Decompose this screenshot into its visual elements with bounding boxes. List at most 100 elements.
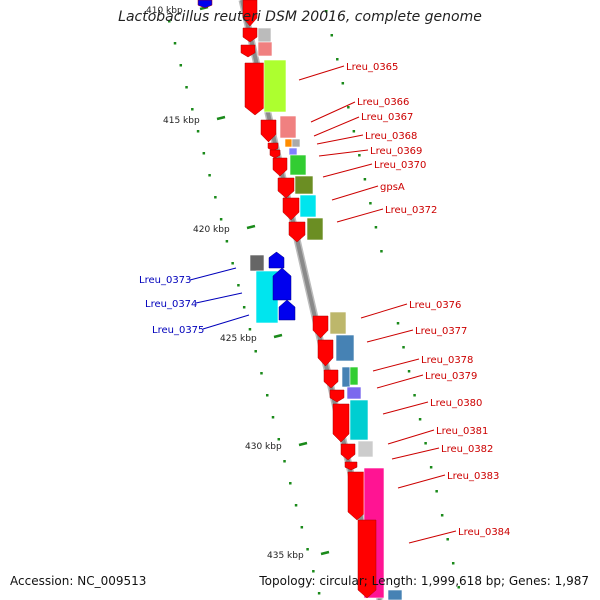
cog-box [299, 194, 317, 218]
gene-arrow-reverse [268, 251, 285, 269]
cog-box [349, 366, 359, 386]
gene-arrow-forward [332, 403, 350, 443]
gene-leader-line [391, 447, 440, 460]
kbp-tick-label: 410 kbp [146, 6, 183, 16]
gene-label[interactable]: gpsA [380, 182, 405, 193]
gene-leader-line [189, 267, 237, 281]
gene-leader-line [316, 134, 364, 145]
scale-dot [208, 174, 211, 177]
gene-label[interactable]: Lreu_0370 [374, 160, 426, 171]
gene-arrow-forward [317, 339, 334, 367]
scale-dot [380, 250, 383, 253]
cog-box [346, 386, 362, 400]
kbp-ticks: 410 kbp 415 kbp 420 kbp 425 kbp 430 kbp 435 k… [146, 5, 330, 561]
scale-dot [294, 504, 298, 507]
gene-label[interactable]: Lreu_0367 [361, 112, 413, 123]
cog-box [349, 399, 369, 441]
scale-dot [429, 466, 433, 469]
scale-dot [260, 372, 263, 375]
scale-dot [413, 394, 416, 397]
scale-dot [242, 306, 246, 309]
gene-label[interactable]: Lreu_0375 [152, 325, 204, 336]
gene-arrow-forward [242, 27, 258, 43]
gene-leader-line [372, 358, 420, 372]
gene-label[interactable]: Lreu_0373 [139, 275, 191, 286]
scale-dot [446, 538, 449, 541]
gene-leader-line [382, 401, 429, 415]
cog-box [341, 366, 351, 388]
scale-dot [191, 108, 194, 111]
scale-dot [300, 526, 304, 529]
kbp-tick-mark [273, 333, 283, 339]
gene-arrow-forward [344, 461, 358, 471]
gene-label[interactable]: Lreu_0383 [447, 471, 499, 482]
scale-dot [352, 130, 356, 133]
kbp-tick-label: 430 kbp [245, 442, 282, 452]
gene-arrow-forward [244, 62, 266, 116]
kbp-tick-label: 420 kbp [193, 225, 230, 235]
kbp-tick-label: 425 kbp [220, 334, 257, 344]
gene-leader-line [360, 303, 408, 319]
gene-arrow-forward [288, 221, 306, 243]
gene-leader-line [331, 185, 379, 201]
scale-dot [457, 586, 460, 589]
gene-callouts: Lreu_0365 Lreu_0366 Lreu_0367 Lreu_0368 Lreu… [139, 62, 510, 544]
kbp-tick-label: 415 kbp [163, 116, 200, 126]
gene-leader-line [318, 149, 369, 157]
gene-arrow-forward [267, 142, 279, 152]
scale-dot [179, 64, 183, 67]
gene-label[interactable]: Lreu_0380 [430, 398, 482, 409]
cog-box [249, 254, 265, 272]
scale-dot [435, 490, 438, 493]
cog-box [288, 147, 298, 156]
gene-label[interactable]: Lreu_0377 [415, 326, 467, 337]
cog-box [357, 440, 374, 458]
scale-dot [265, 394, 269, 397]
scale-dot [231, 262, 234, 265]
gene-label[interactable]: Lreu_0374 [145, 299, 197, 310]
gene-arrow-forward [242, 0, 258, 27]
scale-dot [214, 196, 217, 199]
gene-label[interactable]: Lreu_0378 [421, 355, 473, 366]
gene-arrow-forward [340, 443, 356, 461]
scale-dot [202, 152, 206, 155]
scale-dot [374, 226, 378, 229]
scale-dot [173, 42, 177, 45]
gene-label[interactable]: Lreu_0382 [441, 444, 493, 455]
gene-arrow-forward [240, 44, 256, 58]
kbp-tick-label: 435 kbp [267, 551, 304, 561]
gene-label[interactable]: Lreu_0365 [346, 62, 398, 73]
gene-label[interactable]: Lreu_0379 [425, 371, 477, 382]
gene-arrow-forward [269, 149, 281, 159]
kbp-tick-mark [246, 224, 256, 230]
gene-label[interactable]: Lreu_0372 [385, 205, 437, 216]
gene-arrow-forward [277, 177, 295, 199]
kbp-tick-mark [216, 115, 226, 121]
accession-text: Accession: NC_009513 [10, 574, 147, 588]
gene-label[interactable]: Lreu_0376 [409, 300, 461, 311]
cog-box [289, 154, 307, 176]
scale-dot [277, 438, 281, 441]
scale-dot [402, 346, 405, 349]
gene-leader-line [387, 429, 435, 445]
scale-dot [336, 58, 339, 61]
genome-title: Lactobacillus reuteri DSM 20016, complet… [118, 9, 482, 25]
gene-leader-line [322, 163, 373, 178]
gene-label[interactable]: Lreu_0366 [357, 97, 409, 108]
scale-dot [306, 548, 309, 551]
gene-label[interactable]: Lreu_0381 [436, 426, 488, 437]
gene-label[interactable]: Lreu_0384 [458, 527, 510, 538]
cog-box [291, 138, 301, 148]
scale-dot [283, 460, 286, 463]
gene-leader-line [408, 530, 457, 544]
gene-label[interactable]: Lreu_0368 [365, 131, 417, 142]
gene-leader-line [397, 474, 446, 489]
cog-box [294, 175, 314, 195]
gene-arrow-forward [282, 197, 300, 221]
scale-dot [312, 570, 315, 573]
cog-box [257, 27, 272, 43]
gene-arrow-reverse [278, 299, 296, 321]
gene-arrow-forward [347, 471, 367, 521]
gene-label[interactable]: Lreu_0369 [370, 146, 422, 157]
